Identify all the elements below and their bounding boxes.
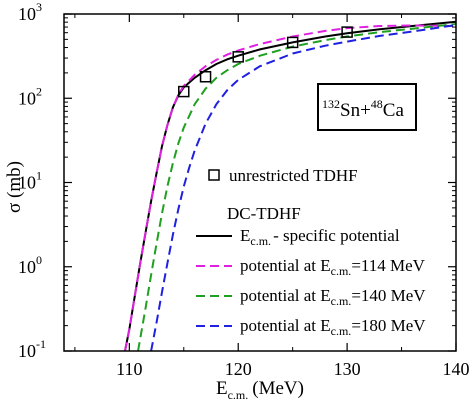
x-tick-label: 130 (334, 359, 361, 379)
tdhf-markers (178, 26, 353, 98)
legend-header: DC-TDHF (227, 204, 301, 223)
legend-marker-symbol (208, 169, 220, 181)
y-axis-label: σ (mb) (4, 161, 25, 213)
legend-label-140: potential at Ec.m.=140 MeV (240, 286, 426, 308)
legend-markers-label: unrestricted TDHF (229, 166, 358, 185)
x-axis-label-main: E (216, 378, 228, 399)
tdhf-marker (199, 70, 212, 83)
y-tick-label: 10 (18, 4, 36, 24)
y-tick-exponent: 0 (36, 253, 42, 267)
x-axis-label: Ec.m. (MeV) (216, 378, 304, 402)
x-axis-label-unit: (MeV) (252, 378, 304, 399)
legend: unrestricted TDHF DC-TDHF Ec.m. - specifi… (196, 166, 426, 338)
y-tick-exponent: 1 (36, 169, 42, 183)
y-tick-label: 10 (18, 88, 36, 108)
x-tick-label: 140 (443, 359, 469, 379)
y-tick-label: 10 (18, 173, 36, 193)
reaction-label: 132Sn+48Ca (322, 97, 404, 121)
series-potential-180 (150, 24, 456, 351)
legend-label-180: potential at Ec.m.=180 MeV (240, 316, 426, 338)
tdhf-marker (178, 85, 190, 98)
y-tick-exponent: 2 (36, 84, 42, 98)
y-tick-label: 10 (18, 257, 36, 277)
reaction-box (317, 83, 417, 131)
tdhf-marker (341, 26, 353, 38)
x-axis-label-sub: c.m. (228, 388, 249, 402)
y-tick-exponent: -1 (36, 337, 46, 351)
series-lines (124, 20, 456, 351)
y-tick-label: 10 (18, 341, 36, 361)
tdhf-marker (286, 36, 299, 49)
x-tick-label: 110 (116, 359, 142, 379)
x-tick-label: 120 (225, 359, 252, 379)
legend-label-114: potential at Ec.m.=114 MeV (240, 256, 426, 278)
legend-label-specific: Ec.m. - specific potential (240, 226, 400, 248)
y-tick-exponent: 3 (36, 0, 42, 14)
tdhf-marker (232, 51, 244, 63)
series-potential-114 (124, 24, 456, 351)
